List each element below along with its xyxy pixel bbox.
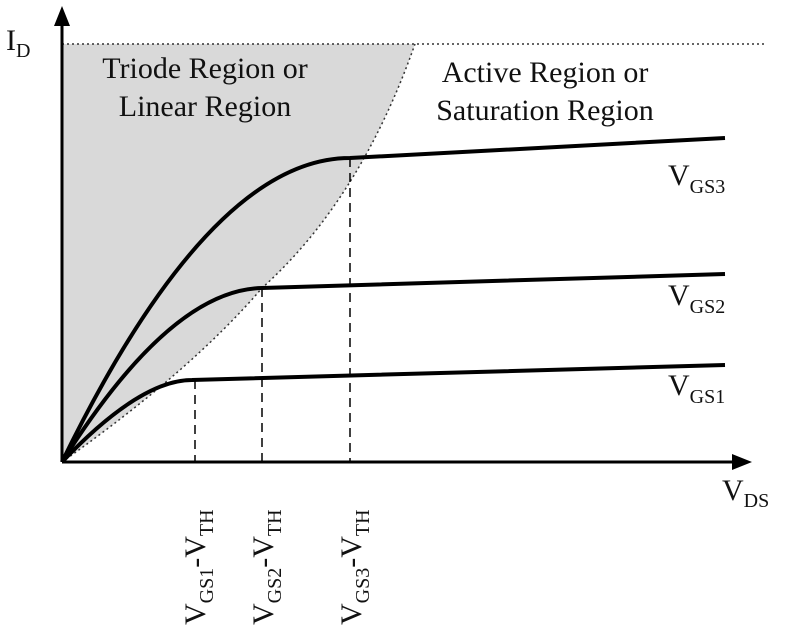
symbol: -V [179, 536, 212, 568]
marker-label: VGS2-VTH [247, 509, 286, 625]
region-label: Triode Region or [102, 52, 308, 85]
region-label: Saturation Region [436, 94, 653, 127]
symbol: V [247, 603, 280, 625]
subscript: GS3 [352, 568, 374, 604]
subscript: GS2 [264, 568, 286, 604]
knee-lines [194, 158, 351, 462]
curves [60, 136, 726, 464]
curve-label: VGS3 [668, 159, 725, 198]
region-label: Active Region or [442, 56, 649, 89]
curve-label: VGS2 [668, 279, 725, 318]
marker-label: VGS3-VTH [335, 509, 374, 625]
symbol: -V [247, 536, 280, 568]
symbol: V [179, 603, 212, 625]
subscript: TH [196, 509, 218, 536]
triode-shade [62, 44, 415, 462]
symbol: -V [335, 536, 368, 568]
symbol: V [335, 603, 368, 625]
x-label: VDS [722, 474, 769, 512]
curve [60, 272, 726, 464]
y-arrow [54, 6, 70, 26]
curve-label: VGS1 [668, 369, 725, 408]
marker-label: VGS1-VTH [179, 509, 218, 625]
subscript: TH [352, 509, 374, 536]
subscript: TH [264, 509, 286, 536]
curve [60, 136, 726, 463]
y-label: ID [6, 24, 30, 62]
region-label: Linear Region [119, 90, 291, 123]
subscript: GS1 [196, 568, 218, 604]
curve [60, 363, 726, 464]
x-arrow [732, 454, 752, 470]
